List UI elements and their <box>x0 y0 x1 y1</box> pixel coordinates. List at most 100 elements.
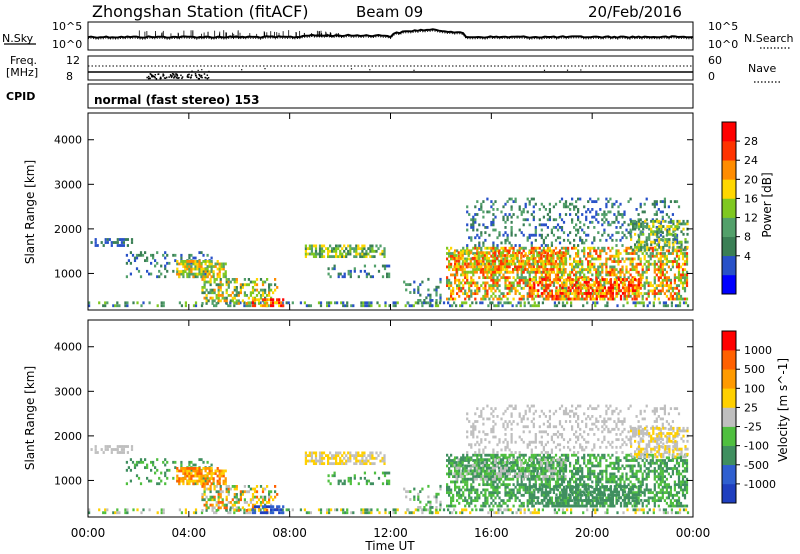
data-cell <box>645 238 648 242</box>
data-cell <box>562 265 565 269</box>
data-cell <box>492 220 495 224</box>
data-cell <box>633 268 636 272</box>
data-cell <box>542 268 545 271</box>
data-cell <box>249 501 253 504</box>
data-cell <box>480 491 483 495</box>
data-cell <box>603 294 606 298</box>
data-cell <box>463 268 466 271</box>
data-cell <box>567 205 570 209</box>
data-cell <box>341 459 344 463</box>
data-cell <box>369 451 372 455</box>
data-cell <box>675 233 679 237</box>
data-cell <box>482 210 485 214</box>
data-cell <box>144 251 147 255</box>
data-cell <box>217 283 220 287</box>
data-cell <box>531 292 534 295</box>
data-cell <box>426 301 430 305</box>
data-cell <box>510 215 513 219</box>
data-cell <box>589 278 592 281</box>
data-cell <box>514 252 517 255</box>
data-cell <box>520 480 523 484</box>
data-cell <box>544 254 548 258</box>
data-cell <box>564 292 568 296</box>
data-cell <box>484 281 487 285</box>
data-cell <box>472 488 475 492</box>
data-cell <box>245 511 248 515</box>
data-cell <box>649 262 652 266</box>
data-cell <box>205 495 208 499</box>
data-cell <box>178 301 182 305</box>
data-cell <box>647 281 650 285</box>
data-cell <box>683 297 687 301</box>
data-cell <box>200 469 203 473</box>
data-cell <box>649 246 652 250</box>
data-cell <box>641 252 644 255</box>
data-cell <box>98 508 101 512</box>
data-cell <box>363 451 366 455</box>
data-cell <box>452 292 455 296</box>
data-cell <box>522 294 525 298</box>
data-cell <box>577 276 580 280</box>
data-cell <box>462 246 465 250</box>
data-cell <box>429 296 432 300</box>
data-cell <box>531 511 534 515</box>
data-cell <box>194 463 197 467</box>
data-cell <box>573 289 576 293</box>
data-cell <box>104 304 107 308</box>
data-cell <box>210 265 213 268</box>
data-cell <box>494 281 497 285</box>
data-cell <box>465 251 468 255</box>
data-cell <box>681 297 685 301</box>
data-cell <box>601 292 604 295</box>
data-cell <box>526 485 529 489</box>
data-cell <box>210 262 213 266</box>
data-cell <box>554 265 558 269</box>
data-cell <box>653 265 656 269</box>
data-cell <box>497 270 501 274</box>
data-cell <box>484 453 487 457</box>
data-cell <box>492 493 495 497</box>
data-cell <box>664 240 667 244</box>
data-cell <box>617 249 620 253</box>
data-cell <box>133 259 137 263</box>
data-cell <box>487 259 491 263</box>
data-cell <box>196 469 199 473</box>
data-cell <box>461 508 464 512</box>
data-cell <box>383 264 387 268</box>
data-cell <box>196 467 199 470</box>
data-cell <box>499 268 503 271</box>
data-cell <box>524 459 527 462</box>
data-cell <box>524 268 527 271</box>
data-cell <box>464 276 467 280</box>
data-cell <box>227 304 230 308</box>
data-cell <box>540 273 543 277</box>
data-cell <box>454 483 457 487</box>
data-cell <box>538 254 541 257</box>
data-cell <box>205 501 208 504</box>
data-cell <box>465 259 468 263</box>
freq-dot <box>206 77 209 80</box>
noise-right-tick-top: 10^5 <box>708 20 738 33</box>
data-cell <box>264 503 267 507</box>
data-cell <box>251 301 255 305</box>
data-cell <box>452 268 455 272</box>
data-cell <box>595 289 598 293</box>
data-cell <box>562 231 566 235</box>
data-cell <box>631 292 634 296</box>
data-cell <box>676 227 679 231</box>
data-cell <box>490 496 493 500</box>
data-cell <box>538 260 541 263</box>
station-title: Zhongshan Station (fitACF) <box>92 2 309 21</box>
data-cell <box>601 286 604 290</box>
data-cell <box>233 304 236 308</box>
data-cell <box>198 458 201 462</box>
data-cell <box>664 508 668 512</box>
data-cell <box>613 297 616 301</box>
data-cell <box>552 256 555 260</box>
data-cell <box>472 268 475 272</box>
data-cell <box>512 256 515 260</box>
data-cell <box>526 297 529 301</box>
colorbar-tick-label: 28 <box>744 135 758 148</box>
data-cell <box>337 247 340 251</box>
data-cell <box>526 294 529 298</box>
